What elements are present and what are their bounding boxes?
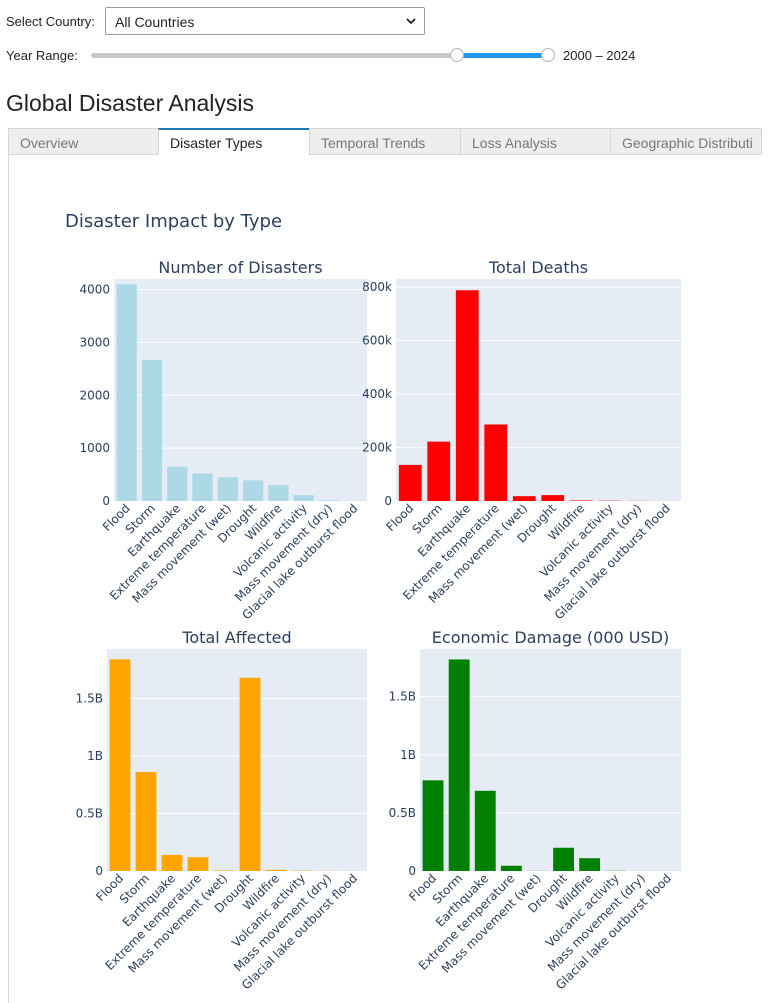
subplot-2: 0200k400k600k800kFloodStormEarthquakeExt… [362,258,681,622]
country-select[interactable]: All Countries [105,7,425,35]
bar [484,424,508,501]
page-title: Global Disaster Analysis [6,90,254,116]
y-tick-label: 400k [362,387,392,401]
bar [265,869,287,871]
bar [455,290,479,501]
bar [427,441,451,501]
bar [243,480,264,501]
bar [474,790,496,871]
bar [448,659,470,871]
tab-overview[interactable]: Overview [8,128,159,155]
bar [318,500,340,501]
year-range-label: Year Range: [6,48,78,63]
y-tick-label: 1000 [79,441,110,455]
y-tick-label: 0 [95,864,103,878]
bar [109,659,131,871]
bar [422,780,444,871]
y-tick-label: 0 [102,494,110,508]
y-tick-label: 2000 [79,388,110,402]
bar [116,284,137,501]
y-tick-label: 1B [87,749,103,763]
subplot-1: 01000200030004000FloodStormEarthquakeExt… [79,258,367,622]
figure-title: Disaster Impact by Type [65,211,282,232]
bar [167,466,188,501]
bar [569,500,593,501]
bar [141,359,163,501]
year-range-slider-handle-high[interactable] [541,48,555,62]
tab-temporal-trends[interactable]: Temporal Trends [309,128,461,155]
disaster-impact-figure: Disaster Impact by Type 0 1000 2000 3000 4000… [65,211,681,992]
y-tick-label: 0 [408,864,416,878]
chevron-down-icon [406,18,416,25]
y-tick-label: 0 [384,494,392,508]
bar [192,473,213,501]
bar [213,870,235,871]
tab-geographic-distribution[interactable]: Geographic Distributi [610,128,762,155]
y-tick-label: 1.5B [389,690,416,704]
y-tick-label: 0.5B [76,806,103,820]
bar [512,496,536,501]
year-range-slider-selection [456,53,548,58]
y-tick-label: 1.5B [76,691,103,705]
country-label: Select Country: [6,14,95,29]
controls-bar: Select Country: All Countries Year Range… [0,0,772,90]
subplot-title: Total Affected [181,628,291,647]
bar [187,857,209,871]
country-select-value: All Countries [115,14,195,30]
y-tick-label: 800k [362,280,392,294]
tab-disaster-types[interactable]: Disaster Types [158,128,310,155]
bar [553,847,574,871]
year-range-slider-track[interactable] [91,53,548,58]
bar [541,495,565,501]
bar [239,677,261,871]
y-tick-label: 200k [362,441,392,455]
y-tick-label: 0.5B [389,806,416,820]
bar [161,854,183,871]
year-range-readout: 2000 – 2024 [563,48,636,63]
y-tick-label: 600k [362,334,392,348]
tab-panel-disaster-types: Disaster Impact by Type 0 1000 2000 3000 4000… [8,154,772,1003]
bar [293,495,314,501]
y-tick-label: 1B [400,748,416,762]
y-tick-label: 4000 [79,283,110,297]
tab-bar: Overview Disaster Types Temporal Trends … [8,128,762,155]
year-range-slider-handle-low[interactable] [449,48,464,62]
bar [217,477,238,501]
bar [135,772,157,871]
subplot-title: Total Deaths [488,258,588,277]
tab-loss-analysis[interactable]: Loss Analysis [460,128,611,155]
bar [268,485,289,501]
bar [579,858,601,871]
y-tick-label: 3000 [79,335,110,349]
subplot-title: Number of Disasters [158,258,322,277]
bar [500,865,522,871]
subplot-title: Economic Damage (000 USD) [432,628,669,647]
bar [398,464,422,501]
